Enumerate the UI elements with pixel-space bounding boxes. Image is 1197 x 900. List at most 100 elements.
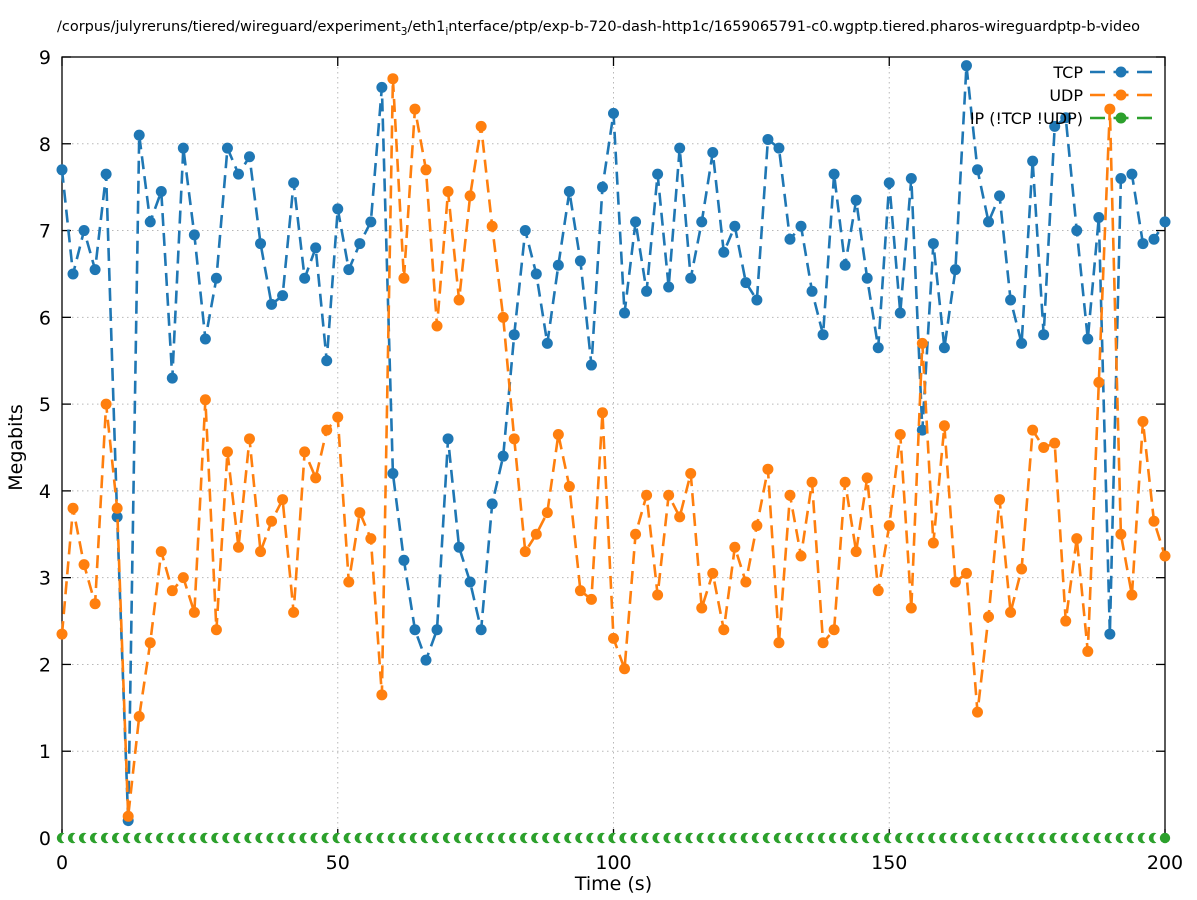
series-marker — [596, 407, 608, 419]
series-marker — [1137, 238, 1149, 250]
legend-marker-sample — [1115, 112, 1127, 124]
series-marker — [718, 246, 730, 258]
series-marker — [971, 706, 983, 718]
series-marker — [1038, 442, 1050, 453]
series-marker — [938, 420, 950, 432]
series-marker — [784, 489, 796, 501]
series-marker — [310, 472, 322, 484]
series-marker — [718, 624, 730, 636]
y-tick-label: 0 — [39, 828, 51, 850]
legend-marker-sample — [1115, 66, 1127, 78]
series-marker — [1071, 225, 1083, 237]
series-marker — [872, 585, 884, 597]
series-marker — [387, 468, 399, 480]
series-marker — [949, 576, 961, 588]
series-marker — [641, 285, 653, 297]
series-marker — [585, 359, 597, 371]
series-marker — [67, 268, 79, 280]
series-marker — [464, 576, 476, 588]
series-marker — [762, 463, 774, 475]
x-tick-label: 200 — [1147, 852, 1183, 874]
series-marker — [519, 546, 531, 558]
series-marker — [663, 281, 675, 293]
series-marker — [563, 481, 575, 493]
series-marker — [255, 546, 267, 558]
series-marker — [762, 133, 774, 145]
series-marker — [751, 520, 763, 532]
series-marker — [431, 320, 443, 332]
series-marker — [696, 602, 708, 614]
series-marker — [255, 238, 267, 250]
series-marker — [321, 424, 333, 436]
series-marker — [541, 507, 553, 519]
series-marker — [861, 272, 873, 284]
series-marker — [883, 520, 895, 532]
series-marker — [685, 272, 697, 284]
series-marker — [630, 216, 642, 228]
series-marker — [277, 494, 289, 506]
series-marker — [111, 502, 123, 514]
series-marker — [387, 73, 399, 85]
series-marker — [508, 329, 520, 341]
series-marker — [883, 177, 895, 189]
series-marker — [89, 264, 101, 276]
series-marker — [1071, 533, 1083, 545]
series-marker — [1016, 337, 1028, 349]
series-marker — [839, 259, 851, 271]
series-marker — [1049, 437, 1061, 449]
series-marker — [232, 541, 244, 553]
series-marker — [188, 229, 200, 241]
series-marker — [442, 186, 454, 198]
legend-label-ip-tcp-udp: IP (!TCP !UDP) — [970, 109, 1083, 128]
y-tick-label: 9 — [39, 47, 51, 69]
series-marker — [1137, 415, 1149, 427]
series-marker — [486, 498, 498, 510]
series-marker — [365, 216, 377, 228]
series-marker — [188, 606, 200, 618]
series-marker — [508, 433, 520, 445]
series-marker — [894, 428, 906, 440]
x-axis-label: Time (s) — [574, 873, 652, 895]
y-axis-label: Megabits — [5, 404, 27, 490]
series-marker — [1005, 294, 1017, 306]
series-marker — [1159, 550, 1171, 562]
series-marker — [574, 255, 586, 267]
series-marker — [585, 593, 597, 605]
series-marker — [78, 225, 90, 237]
series-marker — [332, 411, 344, 423]
series-marker — [619, 307, 631, 319]
series-marker — [685, 468, 697, 480]
title-subscript: 3 — [400, 25, 408, 38]
series-marker — [431, 624, 443, 636]
series-marker — [78, 559, 90, 571]
series-marker — [1148, 233, 1160, 245]
series-marker — [166, 372, 178, 384]
series-marker — [177, 572, 189, 584]
y-tick-label: 1 — [39, 741, 51, 763]
series-marker — [619, 663, 631, 675]
series-marker — [729, 541, 741, 553]
series-marker — [652, 168, 664, 180]
series-marker — [1126, 589, 1138, 601]
series-marker — [1159, 216, 1171, 228]
series-marker — [354, 238, 366, 250]
series-marker — [1093, 376, 1105, 388]
series-marker — [1049, 120, 1061, 132]
series-marker — [144, 216, 156, 228]
series-marker — [1005, 606, 1017, 618]
series-marker — [244, 151, 256, 163]
series-marker — [299, 272, 311, 284]
series-marker — [707, 567, 719, 579]
series-marker — [983, 216, 995, 228]
series-marker — [674, 511, 686, 523]
series-marker — [1060, 615, 1072, 627]
x-tick-label: 150 — [871, 852, 907, 874]
series-marker — [596, 181, 608, 193]
series-marker — [475, 624, 487, 636]
series-marker — [1038, 329, 1050, 341]
series-marker — [983, 611, 995, 623]
series-marker — [343, 576, 355, 588]
y-tick-label: 8 — [39, 134, 51, 156]
series-marker — [56, 628, 68, 640]
y-tick-label: 5 — [39, 394, 51, 416]
